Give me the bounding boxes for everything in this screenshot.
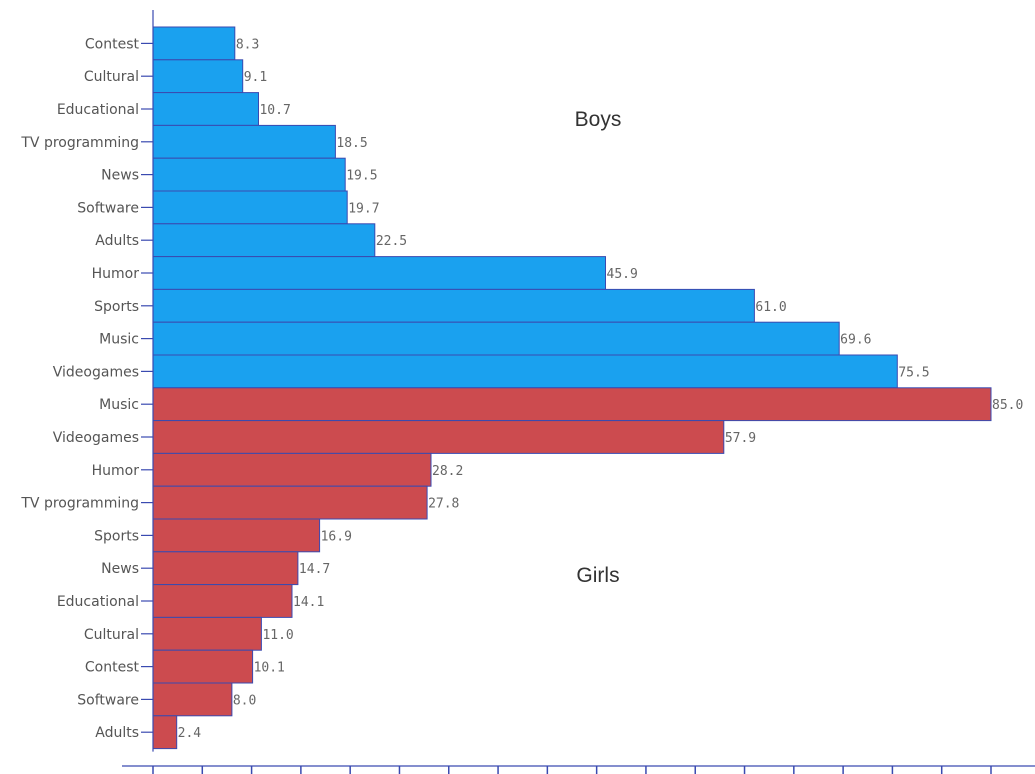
data-label: 10.1 xyxy=(254,661,285,676)
labels-layer: Contest 8.3 Cultural 9.1 Educational 10.7 TV p… xyxy=(20,36,1023,741)
data-label: 14.1 xyxy=(293,595,324,610)
data-label: 19.5 xyxy=(346,169,377,184)
bar xyxy=(152,387,992,422)
data-label: 10.7 xyxy=(259,103,290,118)
data-label: 27.8 xyxy=(428,497,459,512)
data-label: 11.0 xyxy=(262,628,293,643)
y-tick-label: Contest xyxy=(85,660,140,676)
data-label: 14.7 xyxy=(299,562,330,577)
y-tick-label: News xyxy=(101,168,139,184)
group-label-girls: Girls xyxy=(576,564,619,587)
data-label: 18.5 xyxy=(336,136,367,151)
bar xyxy=(152,649,254,684)
bar xyxy=(152,321,840,356)
bar xyxy=(152,288,755,323)
y-tick-label: Humor xyxy=(92,266,140,282)
bar xyxy=(152,92,259,126)
y-tick-label: Cultural xyxy=(84,69,139,85)
data-label: 28.2 xyxy=(432,464,463,479)
data-label: 19.7 xyxy=(348,201,379,216)
bar xyxy=(152,223,376,258)
y-tick-label: Sports xyxy=(94,528,139,544)
y-tick-label: Educational xyxy=(57,594,139,610)
data-label: 8.3 xyxy=(236,37,259,52)
bar xyxy=(152,256,606,290)
y-tick-label: Software xyxy=(77,692,139,708)
bar xyxy=(152,616,262,651)
bar xyxy=(152,124,336,159)
data-label: 8.0 xyxy=(233,693,256,708)
bar xyxy=(152,485,428,520)
bar xyxy=(152,354,898,389)
bar xyxy=(152,715,178,750)
data-label: 9.1 xyxy=(244,70,267,85)
bar xyxy=(152,551,299,586)
y-tick-label: Cultural xyxy=(84,627,139,643)
data-label: 69.6 xyxy=(840,333,871,348)
bar xyxy=(152,420,725,454)
data-label: 45.9 xyxy=(607,267,638,282)
bars-layer xyxy=(152,26,992,750)
data-label: 61.0 xyxy=(755,300,786,315)
y-tick-label: TV programming xyxy=(20,135,139,151)
y-tick-label: Educational xyxy=(57,102,139,118)
bar xyxy=(152,584,293,618)
y-tick-label: Humor xyxy=(92,463,140,479)
data-label: 16.9 xyxy=(321,529,352,544)
y-tick-label: Adults xyxy=(95,725,139,741)
bar xyxy=(152,26,236,61)
y-tick-label: Software xyxy=(77,200,139,216)
bar xyxy=(152,682,233,717)
group-label-boys: Boys xyxy=(575,108,622,131)
y-tick-label: TV programming xyxy=(20,496,139,512)
data-label: 2.4 xyxy=(178,726,202,741)
data-label: 75.5 xyxy=(898,365,929,380)
y-tick-label: Sports xyxy=(94,299,139,315)
y-tick-label: Music xyxy=(99,332,139,348)
data-label: 85.0 xyxy=(992,398,1023,413)
data-label: 57.9 xyxy=(725,431,756,446)
bar xyxy=(152,518,321,553)
bar xyxy=(152,59,244,94)
y-tick-label: Videogames xyxy=(53,364,139,380)
y-tick-label: News xyxy=(101,561,139,577)
data-label: 22.5 xyxy=(376,234,407,249)
y-tick-label: Contest xyxy=(85,36,140,52)
bar xyxy=(152,157,346,192)
y-tick-label: Music xyxy=(99,397,139,413)
axis-layer xyxy=(122,10,1035,774)
y-tick-label: Adults xyxy=(95,233,139,249)
bar xyxy=(152,452,432,487)
bar xyxy=(152,190,348,225)
y-tick-label: Videogames xyxy=(53,430,139,446)
